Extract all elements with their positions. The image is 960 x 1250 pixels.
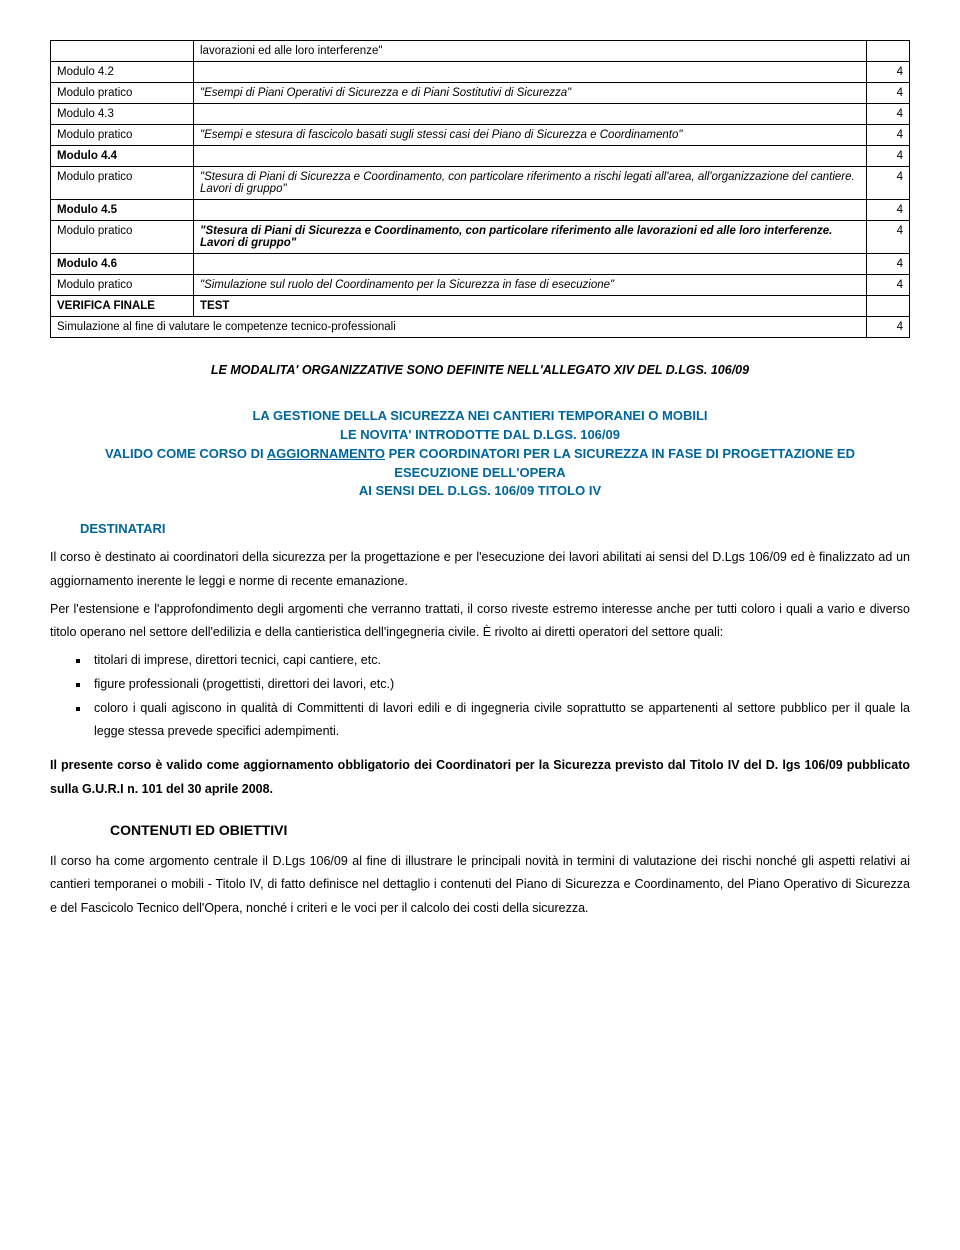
- module-label: Modulo pratico: [51, 83, 194, 104]
- module-desc: [194, 254, 867, 275]
- module-desc: [194, 104, 867, 125]
- list-item: titolari di imprese, direttori tecnici, …: [90, 649, 910, 673]
- module-hours: 4: [867, 275, 910, 296]
- module-desc: "Stesura di Piani di Sicurezza e Coordin…: [194, 221, 867, 254]
- module-hours: [867, 41, 910, 62]
- table-body: lavorazioni ed alle loro interferenze"Mo…: [51, 41, 910, 338]
- module-label: [51, 41, 194, 62]
- list-item: figure professionali (progettisti, diret…: [90, 673, 910, 697]
- module-hours: 4: [867, 167, 910, 200]
- table-row: Modulo pratico"Esempi di Piani Operativi…: [51, 83, 910, 104]
- module-label: Modulo 4.6: [51, 254, 194, 275]
- module-hours: [867, 296, 910, 317]
- list-item: coloro i quali agiscono in qualità di Co…: [90, 697, 910, 745]
- table-row: Modulo pratico"Stesura di Piani di Sicur…: [51, 221, 910, 254]
- module-hours: 4: [867, 254, 910, 275]
- module-hours: 4: [867, 104, 910, 125]
- destinatari-heading: DESTINATARI: [80, 521, 910, 536]
- module-hours: 4: [867, 62, 910, 83]
- table-row: Modulo pratico"Esempi e stesura di fasci…: [51, 125, 910, 146]
- table-row: Modulo 4.5 4: [51, 200, 910, 221]
- module-label: Modulo pratico: [51, 275, 194, 296]
- module-label: Modulo pratico: [51, 221, 194, 254]
- module-label: Modulo 4.2: [51, 62, 194, 83]
- module-hours: 4: [867, 125, 910, 146]
- module-label: Modulo 4.3: [51, 104, 194, 125]
- module-desc: "Esempi di Piani Operativi di Sicurezza …: [194, 83, 867, 104]
- contenuti-heading: CONTENUTI ED OBIETTIVI: [110, 822, 910, 838]
- title-line-2: LE NOVITA' INTRODOTTE DAL D.LGS. 106/09: [340, 427, 620, 442]
- title-line-3b: PER COORDINATORI PER LA SICUREZZA IN FAS…: [385, 446, 855, 480]
- module-desc: lavorazioni ed alle loro interferenze": [194, 41, 867, 62]
- title-line-3a: VALIDO COME CORSO DI: [105, 446, 267, 461]
- table-row: lavorazioni ed alle loro interferenze": [51, 41, 910, 62]
- module-label: Modulo 4.5: [51, 200, 194, 221]
- destinatari-p3: Il presente corso è valido come aggiorna…: [50, 754, 910, 802]
- table-row: Modulo pratico"Simulazione sul ruolo del…: [51, 275, 910, 296]
- module-desc: "Esempi e stesura di fascicolo basati su…: [194, 125, 867, 146]
- module-hours: 4: [867, 200, 910, 221]
- module-desc: [194, 146, 867, 167]
- final-text: Simulazione al fine di valutare le compe…: [51, 317, 867, 338]
- module-label: Modulo pratico: [51, 167, 194, 200]
- final-hours: 4: [867, 317, 910, 338]
- table-row: Modulo pratico"Stesura di Piani di Sicur…: [51, 167, 910, 200]
- module-desc: [194, 62, 867, 83]
- table-row: VERIFICA FINALETEST: [51, 296, 910, 317]
- table-row: Modulo 4.6 4: [51, 254, 910, 275]
- title-line-3u: AGGIORNAMENTO: [267, 446, 385, 461]
- module-label: VERIFICA FINALE: [51, 296, 194, 317]
- module-label: Modulo 4.4: [51, 146, 194, 167]
- module-desc: "Stesura di Piani di Sicurezza e Coordin…: [194, 167, 867, 200]
- table-row-final: Simulazione al fine di valutare le compe…: [51, 317, 910, 338]
- course-title: LA GESTIONE DELLA SICUREZZA NEI CANTIERI…: [100, 407, 860, 501]
- module-hours: 4: [867, 221, 910, 254]
- module-hours: 4: [867, 83, 910, 104]
- contenuti-p1: Il corso ha come argomento centrale il D…: [50, 850, 910, 921]
- destinatari-p2: Per l'estensione e l'approfondimento deg…: [50, 598, 910, 646]
- modules-table: lavorazioni ed alle loro interferenze"Mo…: [50, 40, 910, 338]
- module-desc: TEST: [194, 296, 867, 317]
- table-row: Modulo 4.2 4: [51, 62, 910, 83]
- title-line-5: AI SENSI DEL D.LGS. 106/09 TITOLO IV: [359, 483, 601, 498]
- destinatari-p1: Il corso è destinato ai coordinatori del…: [50, 546, 910, 594]
- module-desc: "Simulazione sul ruolo del Coordinamento…: [194, 275, 867, 296]
- module-hours: 4: [867, 146, 910, 167]
- table-row: Modulo 4.3 4: [51, 104, 910, 125]
- destinatari-bullets: titolari di imprese, direttori tecnici, …: [90, 649, 910, 744]
- title-line-1: LA GESTIONE DELLA SICUREZZA NEI CANTIERI…: [252, 408, 707, 423]
- allegato-note: LE MODALITA' ORGANIZZATIVE SONO DEFINITE…: [50, 363, 910, 377]
- table-row: Modulo 4.4 4: [51, 146, 910, 167]
- module-label: Modulo pratico: [51, 125, 194, 146]
- module-desc: [194, 200, 867, 221]
